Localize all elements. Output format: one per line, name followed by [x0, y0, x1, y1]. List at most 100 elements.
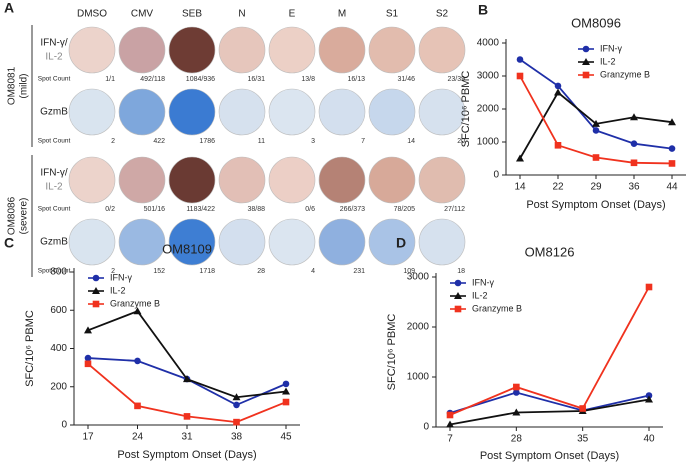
- series-line: [449, 398, 650, 426]
- spot-count: 2: [111, 268, 115, 275]
- marker: [554, 142, 562, 149]
- column-label: SEB: [182, 9, 202, 20]
- marker: [630, 159, 638, 167]
- y-tick-label: 0: [493, 170, 499, 181]
- marker: [668, 160, 676, 167]
- x-tick-label: 38: [231, 432, 243, 443]
- marker: [668, 118, 676, 126]
- marker: [446, 420, 454, 428]
- group-note: (severe): [19, 198, 30, 235]
- x-axis-label: Post Symptom Onset (Days): [526, 199, 665, 211]
- marker: [84, 354, 92, 362]
- x-tick-label: 36: [628, 182, 640, 193]
- well: [168, 156, 216, 204]
- spot-count: 1/1: [105, 76, 115, 83]
- well: [118, 26, 166, 74]
- well: [168, 218, 216, 266]
- marker: [282, 398, 290, 406]
- marker: [582, 45, 590, 53]
- well: [68, 26, 116, 74]
- spot-count: 266/373: [340, 206, 365, 213]
- marker: [282, 387, 290, 395]
- y-tick-label: 1000: [477, 137, 500, 148]
- spot-count: 11: [258, 138, 265, 145]
- group-label: OM8081: [7, 66, 18, 105]
- spot-count: 38/88: [247, 206, 265, 213]
- well: [218, 88, 266, 136]
- spot-count: 4: [311, 268, 315, 275]
- x-tick-label: 14: [514, 182, 526, 193]
- y-tick-label: 2000: [407, 322, 430, 333]
- marker: [516, 56, 524, 63]
- marker: [133, 307, 142, 315]
- well: [318, 156, 366, 204]
- marker: [630, 113, 638, 121]
- x-tick-label: 40: [643, 434, 655, 445]
- marker: [454, 292, 462, 299]
- x-tick-label: 29: [590, 182, 602, 193]
- y-tick-label: 800: [50, 267, 67, 278]
- well: [368, 156, 416, 204]
- marker: [454, 279, 462, 287]
- column-label: M: [338, 9, 346, 20]
- legend-label: Granzyme B: [110, 298, 160, 308]
- panel-letter: C: [4, 235, 14, 251]
- marker: [582, 58, 590, 65]
- well: [168, 88, 216, 136]
- y-tick-label: 3000: [407, 272, 430, 283]
- legend-label: IL-2: [110, 285, 126, 295]
- legend-label: Granzyme B: [600, 69, 650, 79]
- well: [218, 156, 266, 204]
- x-tick-label: 7: [447, 434, 453, 445]
- marker: [668, 145, 676, 152]
- spot-count: 16/31: [247, 76, 265, 83]
- legend-label: IL-2: [472, 290, 488, 300]
- marker: [512, 408, 521, 416]
- marker: [183, 413, 191, 420]
- spot-count: 109: [403, 268, 415, 275]
- well: [368, 218, 416, 266]
- well: [268, 218, 316, 266]
- well: [268, 26, 316, 74]
- group-note: (mild): [19, 74, 30, 99]
- marker: [645, 395, 653, 403]
- marker: [282, 380, 290, 388]
- spot-count: 1718: [199, 268, 215, 275]
- spot-count: 20: [457, 138, 465, 145]
- well: [218, 218, 266, 266]
- marker: [454, 305, 462, 313]
- x-axis-label: Post Symptom Onset (Days): [117, 449, 256, 461]
- marker: [134, 402, 141, 410]
- chart-title: OM8096: [571, 15, 621, 30]
- marker: [579, 405, 586, 412]
- marker: [592, 127, 600, 134]
- spot-count: 422: [153, 138, 165, 145]
- marker: [513, 383, 520, 391]
- y-axis-label: SFC/10⁶ PBMC: [386, 314, 398, 391]
- spot-count: 31/46: [397, 76, 415, 83]
- x-tick-label: 44: [666, 182, 678, 193]
- spot-count: 13/8: [301, 76, 315, 83]
- marker: [582, 71, 590, 79]
- marker: [84, 360, 92, 368]
- chart-title: OM8109: [162, 241, 212, 256]
- y-tick-label: 2000: [477, 104, 500, 115]
- spot-count: 492/118: [140, 76, 165, 83]
- x-tick-label: 24: [132, 432, 144, 443]
- series-line: [449, 391, 650, 414]
- column-label: S1: [386, 9, 399, 20]
- marker: [554, 82, 562, 90]
- column-label: N: [238, 9, 245, 20]
- spot-count: 78/205: [394, 206, 416, 213]
- well: [68, 88, 116, 136]
- spot-count: 0/6: [305, 206, 315, 213]
- y-tick-label: 4000: [477, 38, 500, 49]
- spot-count: 18: [457, 268, 465, 275]
- row-label: GzmB: [40, 107, 68, 118]
- spot-count: 1183/422: [186, 206, 215, 213]
- marker: [630, 140, 638, 147]
- spot-count: 14: [407, 138, 415, 145]
- legend-label: IFN-γ: [110, 272, 132, 282]
- series-line: [449, 286, 650, 416]
- spot-count: 231: [353, 268, 365, 275]
